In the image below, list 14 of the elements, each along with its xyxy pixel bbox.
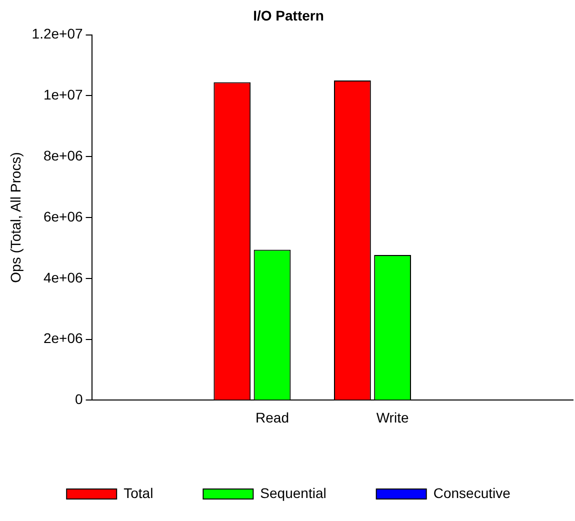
y-axis-title: Ops (Total, All Procs) bbox=[7, 152, 24, 283]
y-tick-label: 1.2e+07 bbox=[32, 26, 84, 42]
y-tick-label: 2e+06 bbox=[43, 330, 83, 346]
y-tick-label: 4e+06 bbox=[43, 269, 83, 286]
y-tick-label: 8e+06 bbox=[43, 147, 83, 164]
x-tick-label: Write bbox=[376, 409, 409, 426]
legend-label: Total bbox=[124, 484, 154, 501]
legend-label: Sequential bbox=[260, 484, 326, 501]
y-tick-label: 0 bbox=[75, 391, 83, 408]
chart-title: I/O Pattern bbox=[253, 7, 324, 24]
y-tick-label: 1e+07 bbox=[43, 86, 83, 103]
legend-label: Consecutive bbox=[433, 484, 511, 501]
x-tick-label: Read bbox=[256, 409, 289, 426]
y-tick-label: 6e+06 bbox=[43, 208, 83, 224]
